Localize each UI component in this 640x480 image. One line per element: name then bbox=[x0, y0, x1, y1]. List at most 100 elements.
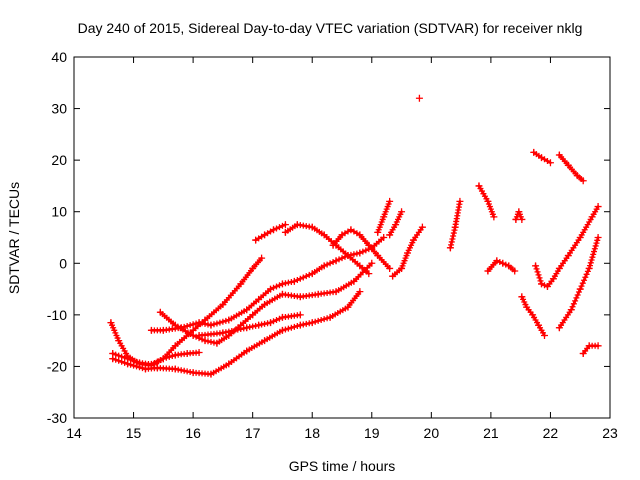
data-point bbox=[267, 319, 275, 327]
data-point bbox=[290, 277, 298, 285]
data-point bbox=[365, 241, 373, 249]
data-point bbox=[579, 350, 587, 358]
data-point bbox=[324, 315, 331, 322]
data-point bbox=[273, 283, 280, 290]
data-point bbox=[569, 303, 576, 310]
x-tick-label: 19 bbox=[364, 425, 380, 441]
data-point bbox=[590, 251, 597, 258]
data-point bbox=[118, 358, 125, 365]
data-point bbox=[564, 161, 572, 169]
data-point bbox=[296, 311, 304, 319]
series-track-21 bbox=[555, 151, 587, 185]
data-point bbox=[308, 223, 316, 231]
data-point bbox=[219, 301, 227, 309]
series-layer bbox=[107, 94, 602, 378]
data-point bbox=[555, 324, 563, 332]
data-point bbox=[166, 353, 173, 360]
data-point bbox=[356, 288, 364, 296]
data-point bbox=[324, 261, 331, 268]
data-point bbox=[312, 318, 319, 325]
series-track-15 bbox=[475, 182, 498, 221]
data-point bbox=[576, 285, 584, 293]
data-point bbox=[130, 357, 137, 364]
data-point bbox=[278, 280, 286, 288]
x-tick-label: 23 bbox=[602, 425, 618, 441]
data-point bbox=[187, 322, 194, 329]
data-point bbox=[404, 249, 412, 257]
data-point bbox=[533, 265, 540, 272]
data-point bbox=[273, 317, 280, 324]
data-point bbox=[365, 270, 373, 278]
data-point bbox=[270, 284, 277, 291]
data-point bbox=[326, 313, 334, 321]
data-point bbox=[496, 258, 503, 265]
data-point bbox=[184, 323, 191, 330]
data-point bbox=[456, 197, 464, 205]
data-point bbox=[118, 353, 125, 360]
data-point bbox=[356, 262, 364, 270]
data-point bbox=[515, 208, 523, 216]
data-point bbox=[308, 319, 316, 327]
series-track-23 bbox=[579, 342, 602, 358]
data-point bbox=[193, 320, 200, 327]
x-axis-label: GPS time / hours bbox=[289, 458, 396, 474]
data-point bbox=[541, 282, 548, 289]
data-point bbox=[356, 249, 364, 257]
series-track-10 bbox=[374, 197, 394, 236]
y-axis-label: SDTVAR / TECUs bbox=[6, 182, 22, 294]
data-point bbox=[490, 213, 498, 221]
data-point bbox=[237, 280, 245, 288]
data-point bbox=[297, 275, 304, 282]
data-point bbox=[450, 233, 457, 240]
data-point bbox=[329, 241, 337, 249]
data-point bbox=[581, 277, 588, 284]
data-point bbox=[195, 349, 203, 357]
data-point bbox=[518, 215, 526, 223]
data-point bbox=[276, 224, 283, 231]
x-tick-label: 17 bbox=[245, 425, 261, 441]
series-track-9 bbox=[329, 226, 394, 272]
y-tick-label: -20 bbox=[47, 358, 67, 374]
data-point bbox=[567, 306, 575, 314]
data-point bbox=[538, 280, 546, 288]
data-point bbox=[583, 271, 590, 278]
data-point bbox=[330, 258, 337, 265]
data-point bbox=[207, 370, 215, 378]
data-point bbox=[306, 271, 313, 278]
series-track-5 bbox=[156, 259, 376, 347]
data-point bbox=[291, 323, 298, 330]
data-point bbox=[587, 259, 594, 266]
data-point bbox=[159, 355, 167, 363]
data-point bbox=[195, 331, 203, 339]
y-tick-label: -10 bbox=[47, 307, 67, 323]
data-point bbox=[502, 261, 509, 268]
data-point bbox=[585, 342, 593, 350]
data-point bbox=[195, 319, 203, 327]
series-track-14 bbox=[446, 197, 464, 252]
data-point bbox=[147, 326, 155, 334]
data-point bbox=[591, 248, 598, 255]
series-track-7 bbox=[281, 221, 373, 278]
data-point bbox=[573, 172, 581, 180]
series-track-16 bbox=[484, 257, 519, 275]
series-track-6 bbox=[195, 311, 304, 339]
series-track-3 bbox=[109, 349, 203, 368]
data-point bbox=[243, 347, 251, 355]
data-point bbox=[511, 267, 519, 275]
series-track-19 bbox=[530, 148, 554, 167]
data-point bbox=[252, 236, 260, 244]
data-point bbox=[523, 303, 531, 311]
data-point bbox=[549, 275, 557, 283]
data-point bbox=[555, 264, 563, 272]
data-point bbox=[207, 321, 215, 329]
data-point bbox=[279, 222, 286, 229]
data-point bbox=[505, 262, 513, 270]
data-point bbox=[171, 342, 179, 350]
data-point bbox=[171, 365, 179, 373]
data-point bbox=[222, 317, 229, 324]
data-point bbox=[225, 316, 233, 324]
data-point bbox=[249, 311, 257, 319]
data-point bbox=[213, 320, 220, 327]
data-point bbox=[273, 225, 280, 232]
data-point bbox=[293, 221, 301, 229]
